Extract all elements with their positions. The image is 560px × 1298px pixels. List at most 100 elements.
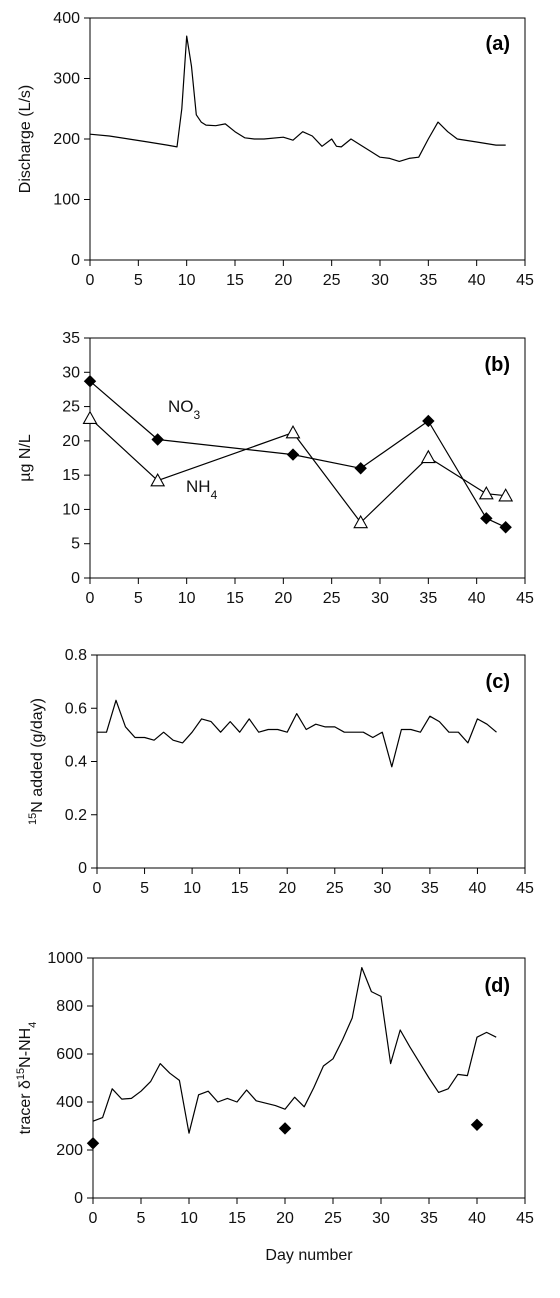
data-point-diamond (422, 414, 435, 428)
data-point-triangle (285, 424, 301, 439)
y-tick-label: 200 (53, 131, 80, 148)
chart-panel-1: 0 5 10 15 20 25 30 35 40 45 0 100 200 300 400 Discharge… (17, 10, 534, 289)
chart-panel-4: 0 5 10 15 20 25 30 35 40 45 0 200 400 600 800 1000 trace… (15, 950, 534, 1227)
y-tick-label: 300 (53, 71, 80, 88)
y-tick-label: 30 (62, 364, 80, 381)
x-tick-label: 45 (516, 1210, 534, 1227)
data-point-triangle (478, 486, 494, 500)
x-tick-label: 15 (231, 880, 249, 897)
data-point-diamond (470, 1118, 484, 1132)
x-tick-label: 5 (137, 1210, 146, 1227)
x-tick-label: 10 (180, 1210, 198, 1227)
x-tick-label: 35 (421, 880, 439, 897)
y-tick-label: 0 (71, 570, 80, 587)
data-point-triangle (353, 514, 369, 529)
chart-panel-2: 0 5 10 15 20 25 30 35 40 45 0 5 10 15 20 25 30 35 µg N/L (b… (17, 330, 534, 607)
plot-frame (89, 337, 526, 579)
data-point-diamond (151, 433, 164, 446)
data-point-diamond (480, 512, 493, 525)
y-tick-label: 600 (56, 1046, 83, 1063)
x-tick-label: 25 (324, 1210, 342, 1227)
data-point-diamond (83, 374, 97, 388)
series-line (97, 699, 497, 768)
data-point-diamond (278, 1122, 292, 1135)
series-line (92, 966, 497, 1134)
x-tick-label: 30 (371, 590, 389, 607)
series-annotation: NO3 (168, 397, 201, 422)
x-tick-label: 10 (178, 272, 196, 289)
x-tick-label: 10 (183, 880, 201, 897)
x-tick-label: 0 (86, 590, 95, 607)
x-tick-label: 35 (419, 272, 437, 289)
y-axis-label: tracer δ15N-NH4 (15, 1022, 39, 1135)
x-tick-label: 15 (228, 1210, 246, 1227)
x-tick-label: 30 (371, 272, 389, 289)
y-tick-label: 100 (53, 192, 80, 209)
x-tick-label: 10 (178, 590, 196, 607)
x-tick-label: 0 (89, 1210, 98, 1227)
panel-label: (a) (486, 33, 510, 55)
data-point-diamond (86, 1137, 100, 1150)
y-axis-label: 15N added (g/day) (27, 698, 46, 825)
y-axis-label: Discharge (L/s) (17, 85, 34, 193)
data-point-diamond (354, 462, 367, 475)
x-tick-label: 30 (373, 880, 391, 897)
y-axis-label: µg N/L (17, 434, 34, 482)
series-line (89, 35, 506, 162)
panel-label: (d) (484, 975, 510, 997)
y-tick-label: 0 (71, 252, 80, 269)
y-tick-label: 15 (62, 467, 80, 484)
y-tick-label: 5 (71, 536, 80, 553)
y-tick-label: 400 (53, 10, 80, 27)
x-axis-label: Day number (265, 1247, 353, 1264)
y-tick-label: 10 (62, 501, 80, 518)
x-tick-label: 35 (419, 590, 437, 607)
y-tick-label: 0.2 (65, 807, 87, 824)
data-point-diamond (499, 521, 512, 534)
x-tick-label: 0 (93, 880, 102, 897)
y-tick-label: 25 (62, 399, 80, 416)
y-tick-label: 0 (74, 1190, 83, 1207)
chart-panel-3: 0 5 10 15 20 25 30 35 40 45 0 0.2 0.4 0.6 0.8 15N added… (27, 647, 534, 897)
x-tick-label: 40 (468, 590, 486, 607)
y-tick-label: 200 (56, 1142, 83, 1159)
y-tick-label: 0.8 (65, 647, 87, 664)
data-point-triangle (150, 472, 166, 487)
y-tick-label: 0.4 (65, 754, 87, 771)
x-tick-label: 0 (86, 272, 95, 289)
data-point-diamond (286, 448, 300, 461)
data-point-triangle (498, 488, 514, 502)
y-tick-label: 20 (62, 433, 80, 450)
x-tick-label: 15 (226, 590, 244, 607)
x-tick-label: 35 (420, 1210, 438, 1227)
x-tick-label: 20 (278, 880, 296, 897)
x-tick-label: 5 (134, 590, 143, 607)
data-point-triangle (420, 449, 436, 464)
x-tick-label: 20 (274, 272, 292, 289)
plot-frame (92, 957, 526, 1199)
y-tick-label: 35 (62, 330, 80, 347)
y-tick-label: 0 (78, 860, 87, 877)
x-tick-label: 30 (372, 1210, 390, 1227)
x-tick-label: 25 (326, 880, 344, 897)
panel-label: (b) (484, 354, 510, 376)
x-tick-label: 25 (323, 590, 341, 607)
series-annotation: NH4 (186, 477, 218, 502)
x-tick-label: 5 (134, 272, 143, 289)
x-tick-label: 15 (226, 272, 244, 289)
x-tick-label: 5 (140, 880, 149, 897)
x-tick-label: 45 (516, 272, 534, 289)
plot-frame (96, 654, 526, 869)
x-tick-label: 45 (516, 880, 534, 897)
y-tick-label: 400 (56, 1094, 83, 1111)
y-tick-label: 0.6 (65, 700, 87, 717)
x-tick-label: 25 (323, 272, 341, 289)
x-tick-label: 20 (274, 590, 292, 607)
data-point-triangle (82, 410, 98, 424)
y-tick-label: 1000 (47, 950, 83, 967)
x-tick-label: 40 (469, 880, 487, 897)
panel-label: (c) (486, 671, 510, 693)
x-tick-label: 45 (516, 590, 534, 607)
y-tick-label: 800 (56, 998, 83, 1015)
